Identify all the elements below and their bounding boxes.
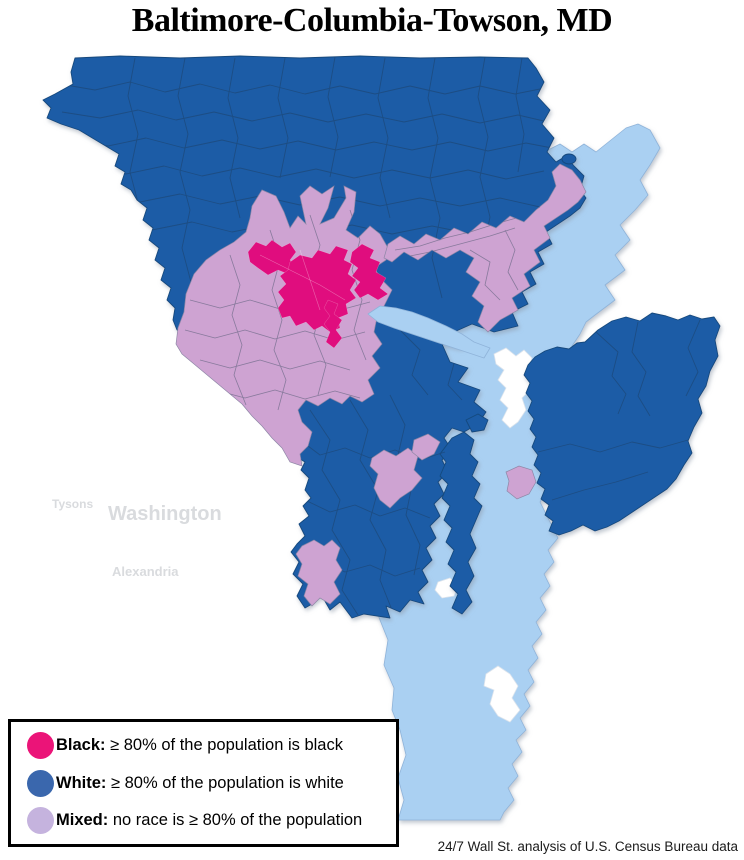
- mixed-tract-coastal: [411, 433, 441, 461]
- mixed-tract-kent-narrows: [505, 465, 537, 500]
- legend-item-mixed: Mixed: no race is ≥ 80% of the populatio…: [27, 806, 396, 834]
- black-region-south-drip: [323, 299, 343, 349]
- basemap-label-alexandria: Alexandria: [112, 564, 179, 579]
- source-attribution: 24/7 Wall St. analysis of U.S. Census Bu…: [437, 839, 738, 854]
- basemap-label-tysons: Tysons: [52, 497, 93, 511]
- white-neck-north: [493, 347, 537, 429]
- white-peninsula-south: [483, 665, 521, 723]
- black-majority-region-group: [247, 239, 389, 349]
- legend-swatch-white: [27, 769, 54, 797]
- basemap-labels: Tysons Washington Alexandria: [52, 497, 222, 579]
- tract-lines-white-areas: [59, 56, 553, 616]
- water-region-harbor: [367, 305, 491, 359]
- mixed-region-northeast-shore: [383, 163, 587, 333]
- legend-item-white: White: ≥ 80% of the population is white: [27, 769, 396, 797]
- legend-label-mixed: Mixed: no race is ≥ 80% of the populatio…: [56, 810, 363, 829]
- bay-island-small: [465, 413, 489, 433]
- black-region-east-arm: [349, 243, 389, 301]
- legend-label-black: Black: ≥ 80% of the population is black: [56, 736, 343, 755]
- legend-swatch-mixed: [27, 806, 54, 834]
- black-region-west-arm: [247, 239, 297, 276]
- tract-lines-black-areas: [259, 249, 346, 311]
- tract-lines-eastern-shore: [537, 319, 701, 501]
- coastal-islet: [561, 153, 577, 165]
- bay-peninsula-region: [439, 431, 483, 615]
- page-title: Baltimore-Columbia-Towson, MD: [131, 2, 613, 39]
- eastern-shore-region: [523, 312, 721, 536]
- legend-item-black: Black: ≥ 80% of the population is black: [27, 732, 396, 760]
- legend-label-white: White: ≥ 80% of the population is white: [56, 773, 344, 792]
- basemap-label-washington: Washington: [108, 503, 222, 525]
- mixed-region-south-cluster: [369, 447, 423, 509]
- mixed-region-south-bulge: [295, 539, 343, 607]
- legend-swatch-black: [27, 732, 54, 760]
- map-legend: Black: ≥ 80% of the population is black …: [8, 719, 399, 847]
